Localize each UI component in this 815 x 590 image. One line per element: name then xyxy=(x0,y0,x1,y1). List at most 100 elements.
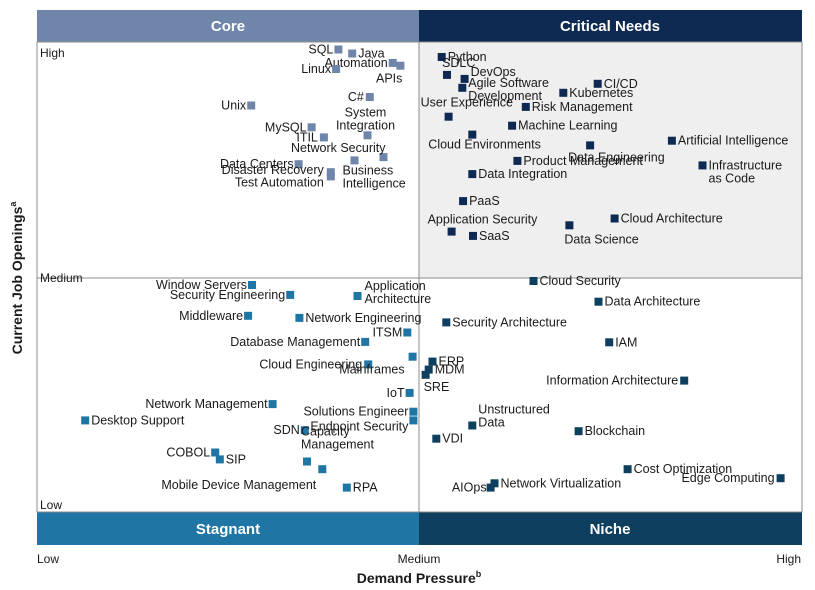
data-point: Python xyxy=(437,50,487,64)
data-point: MySQL xyxy=(265,120,316,134)
data-point: Edge Computing xyxy=(681,471,785,485)
point-label: Endpoint Security xyxy=(310,419,409,433)
data-point: Blockchain xyxy=(574,424,645,438)
point-marker xyxy=(307,123,316,132)
data-point: Endpoint Security xyxy=(310,416,418,433)
point-marker xyxy=(81,416,90,425)
data-point: Cloud Engineering xyxy=(259,357,373,371)
point-marker xyxy=(459,197,468,206)
niche-panel xyxy=(419,278,802,512)
point-marker xyxy=(486,483,495,492)
point-marker xyxy=(409,407,418,416)
point-label: Mainframes xyxy=(339,363,404,377)
point-marker xyxy=(268,400,277,409)
point-marker xyxy=(348,49,357,58)
stagnant-banner-label: Stagnant xyxy=(196,521,260,538)
point-label: Application Architecture xyxy=(365,279,432,306)
data-point: Capacity Management xyxy=(301,425,374,466)
point-marker xyxy=(443,70,451,79)
point-label: Network Security xyxy=(291,141,386,155)
point-marker xyxy=(437,53,446,61)
data-point: Artificial Intelligence xyxy=(667,134,788,148)
data-point: Linux xyxy=(301,62,341,76)
point-label: Desktop Support xyxy=(91,413,185,427)
point-label: Data Architecture xyxy=(605,295,701,309)
stagnant-banner xyxy=(37,512,419,545)
point-label: Information Architecture xyxy=(546,374,678,388)
point-marker xyxy=(623,465,632,474)
point-label: IAM xyxy=(615,335,637,349)
data-point: Data Centers xyxy=(220,157,303,171)
point-marker xyxy=(318,465,327,474)
point-label: Infrastructure as Code xyxy=(709,158,783,185)
point-marker xyxy=(424,365,433,374)
data-point: Solutions Engineer xyxy=(303,405,418,419)
data-point: Network Management xyxy=(145,397,277,411)
point-marker xyxy=(513,156,522,165)
data-point: Risk Management xyxy=(521,100,633,114)
point-label: Cloud Engineering xyxy=(259,357,362,371)
data-point: Desktop Support xyxy=(81,413,185,427)
x-tick-medium: Medium xyxy=(398,552,441,566)
data-point: Test Automation xyxy=(235,172,335,189)
point-label: User Experience xyxy=(421,96,513,110)
point-marker xyxy=(408,352,417,361)
point-label: Window Servers xyxy=(156,278,247,292)
data-point: SIP xyxy=(215,452,246,466)
data-point: Data Science xyxy=(564,221,639,246)
point-label: Security Architecture xyxy=(452,315,567,329)
data-point: COBOL xyxy=(166,446,220,460)
point-label: MySQL xyxy=(265,120,307,134)
point-marker xyxy=(698,161,707,170)
point-marker xyxy=(286,290,295,299)
data-point: User Experience xyxy=(421,96,513,121)
point-marker xyxy=(409,416,418,425)
point-marker xyxy=(468,130,477,139)
point-label: SIP xyxy=(226,452,246,466)
point-marker xyxy=(521,102,530,111)
data-point: Cost Optimization xyxy=(623,462,732,476)
point-marker xyxy=(468,170,477,179)
point-marker xyxy=(388,58,397,67)
point-label: RPA xyxy=(353,481,378,495)
data-point: SQL xyxy=(308,43,343,57)
point-marker xyxy=(319,133,328,142)
point-label: Network Management xyxy=(145,397,268,411)
niche-banner xyxy=(419,512,802,545)
data-point: IAM xyxy=(605,335,637,349)
point-marker xyxy=(248,281,256,289)
point-marker xyxy=(342,483,351,492)
point-label: Automation xyxy=(324,56,387,70)
point-marker xyxy=(667,136,676,145)
point-label: System Integration xyxy=(336,105,395,132)
point-marker xyxy=(396,61,405,70)
point-marker xyxy=(529,277,538,285)
data-point: C# xyxy=(348,90,374,104)
point-label: Business Intelligence xyxy=(343,163,406,190)
point-marker xyxy=(364,360,373,369)
data-point: Machine Learning xyxy=(508,119,618,133)
data-point: Infrastructure as Code xyxy=(698,158,783,185)
point-label: Solutions Engineer xyxy=(303,405,408,419)
point-marker xyxy=(428,357,437,366)
y-tick-high: High xyxy=(40,46,65,60)
data-point: Mainframes xyxy=(339,352,417,377)
point-label: COBOL xyxy=(166,446,210,460)
data-point: Kubernetes xyxy=(559,86,633,100)
point-label: ITIL xyxy=(296,130,318,144)
y-tick-low: Low xyxy=(40,498,62,512)
data-point: AIOps xyxy=(452,481,495,495)
data-point: Application Architecture xyxy=(353,279,432,306)
point-marker xyxy=(421,370,430,379)
point-label: PaaS xyxy=(469,194,500,208)
point-label: Application Security xyxy=(428,213,539,227)
point-marker xyxy=(244,311,253,320)
point-marker xyxy=(363,131,372,140)
point-label: Middleware xyxy=(179,309,243,323)
point-label: Data Science xyxy=(564,232,638,246)
core-banner-label: Core xyxy=(211,18,245,35)
data-point: Network Virtualization xyxy=(490,476,621,490)
data-point: Data Engineering xyxy=(568,141,665,164)
data-point: VDI xyxy=(432,432,463,446)
point-label: Product Management xyxy=(523,154,643,168)
